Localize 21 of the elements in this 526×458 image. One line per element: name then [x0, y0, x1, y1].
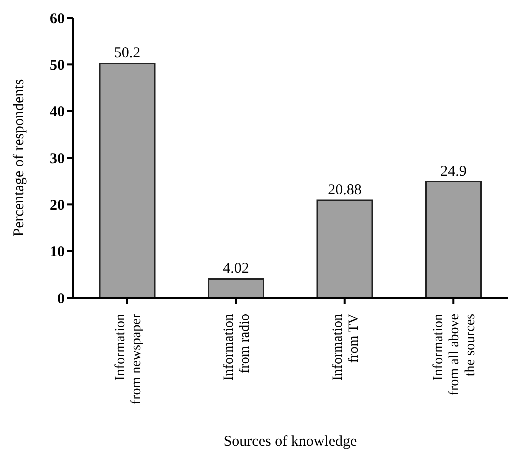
x-tick-label: Information from newspaper — [113, 314, 144, 405]
y-tick-label: 20 — [50, 198, 65, 214]
x-tick-label: Information from radio — [222, 314, 254, 381]
data-label: 20.88 — [328, 182, 362, 199]
y-tick-label: 10 — [50, 244, 65, 261]
y-tick-label: 60 — [50, 11, 65, 28]
y-axis-title: Percentage of respondents — [11, 79, 28, 237]
data-label: 24.9 — [440, 164, 467, 180]
data-label: 50.2 — [114, 46, 141, 62]
y-tick-label: 40 — [50, 104, 65, 121]
data-label: 4.02 — [223, 261, 250, 278]
x-tick-label: Information from all above the sources — [432, 314, 479, 396]
y-tick-label: 50 — [50, 58, 65, 74]
bar — [426, 181, 482, 298]
x-tick-label: Information from TV — [330, 314, 362, 381]
bar — [208, 278, 264, 298]
bar — [316, 200, 374, 298]
y-tick-label: 30 — [50, 151, 65, 168]
y-tick-label: 0 — [58, 291, 65, 308]
x-axis-title: Sources of knowledge — [224, 434, 358, 450]
bar — [99, 62, 156, 298]
